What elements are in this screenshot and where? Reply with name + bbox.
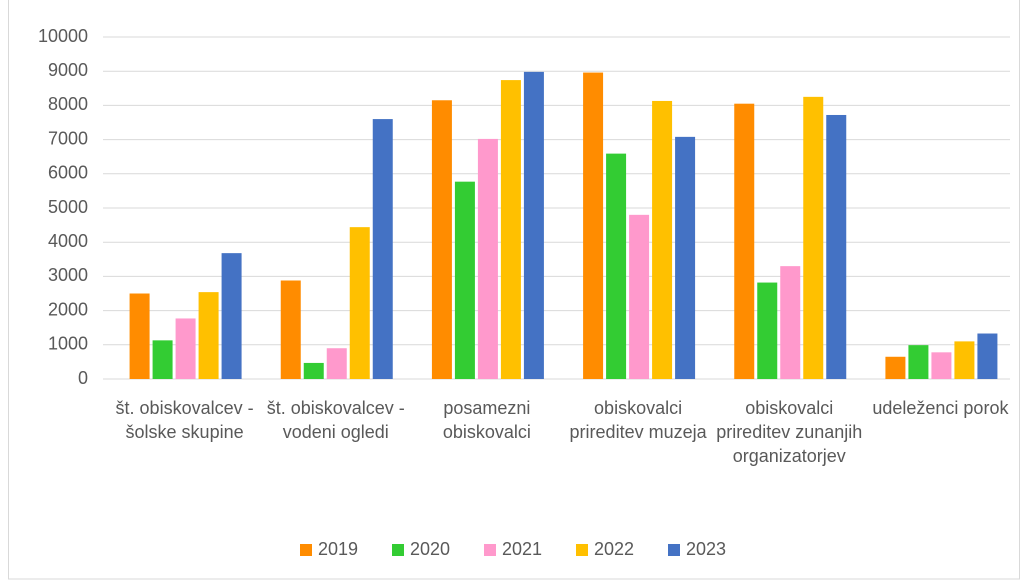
bar bbox=[757, 282, 778, 379]
bar bbox=[931, 352, 952, 379]
bar bbox=[129, 293, 150, 379]
x-tick-label: posamezni obiskovalci bbox=[442, 398, 531, 442]
legend-swatch bbox=[576, 544, 588, 556]
x-tick-label: št. obiskovalcev - vodeni ogledi bbox=[266, 398, 405, 442]
bar bbox=[606, 153, 627, 379]
bar bbox=[652, 100, 673, 379]
y-tick-label: 1000 bbox=[48, 334, 88, 354]
bar bbox=[477, 138, 498, 379]
bar bbox=[826, 114, 847, 379]
bar bbox=[303, 362, 324, 379]
y-tick-label: 2000 bbox=[48, 299, 88, 319]
legend-label: 2019 bbox=[318, 539, 358, 559]
y-tick-label: 7000 bbox=[48, 128, 88, 148]
y-tick-label: 3000 bbox=[48, 265, 88, 285]
bar bbox=[349, 227, 370, 379]
bar bbox=[326, 348, 347, 379]
chart-border bbox=[8, 0, 1020, 580]
bar bbox=[780, 266, 801, 379]
x-tick-label: obiskovalci prireditev zunanjih organiza… bbox=[716, 398, 863, 466]
y-tick-label: 6000 bbox=[48, 163, 88, 183]
bar bbox=[523, 71, 544, 379]
bar bbox=[734, 103, 755, 379]
bar bbox=[977, 333, 998, 379]
bar bbox=[803, 96, 824, 379]
legend-swatch bbox=[484, 544, 496, 556]
y-tick-label: 10000 bbox=[38, 26, 88, 46]
bar bbox=[885, 356, 906, 379]
legend-swatch bbox=[392, 544, 404, 556]
bar bbox=[372, 119, 393, 379]
bar bbox=[454, 181, 475, 379]
bar bbox=[431, 100, 452, 380]
y-tick-label: 9000 bbox=[48, 60, 88, 80]
y-tick-label: 0 bbox=[78, 368, 88, 388]
bar bbox=[954, 341, 975, 379]
x-tick-label: št. obiskovalcev - šolske skupine bbox=[115, 398, 254, 442]
y-tick-label: 4000 bbox=[48, 231, 88, 251]
bar bbox=[629, 214, 650, 379]
x-tick-label: obiskovalci prireditev muzeja bbox=[569, 398, 707, 442]
bar bbox=[152, 340, 173, 379]
y-tick-label: 8000 bbox=[48, 94, 88, 114]
bar bbox=[198, 292, 219, 379]
legend-label: 2021 bbox=[502, 539, 542, 559]
x-tick-label: udeleženci porok bbox=[872, 398, 1009, 418]
legend-label: 2023 bbox=[686, 539, 726, 559]
legend-swatch bbox=[300, 544, 312, 556]
bar bbox=[583, 72, 604, 380]
legend-label: 2020 bbox=[410, 539, 450, 559]
bar bbox=[175, 318, 196, 379]
legend-label: 2022 bbox=[594, 539, 634, 559]
y-tick-label: 5000 bbox=[48, 197, 88, 217]
bar bbox=[908, 345, 929, 379]
bar bbox=[280, 280, 301, 379]
bar bbox=[221, 253, 242, 379]
legend-swatch bbox=[668, 544, 680, 556]
bar bbox=[500, 80, 521, 379]
bar bbox=[675, 136, 696, 379]
